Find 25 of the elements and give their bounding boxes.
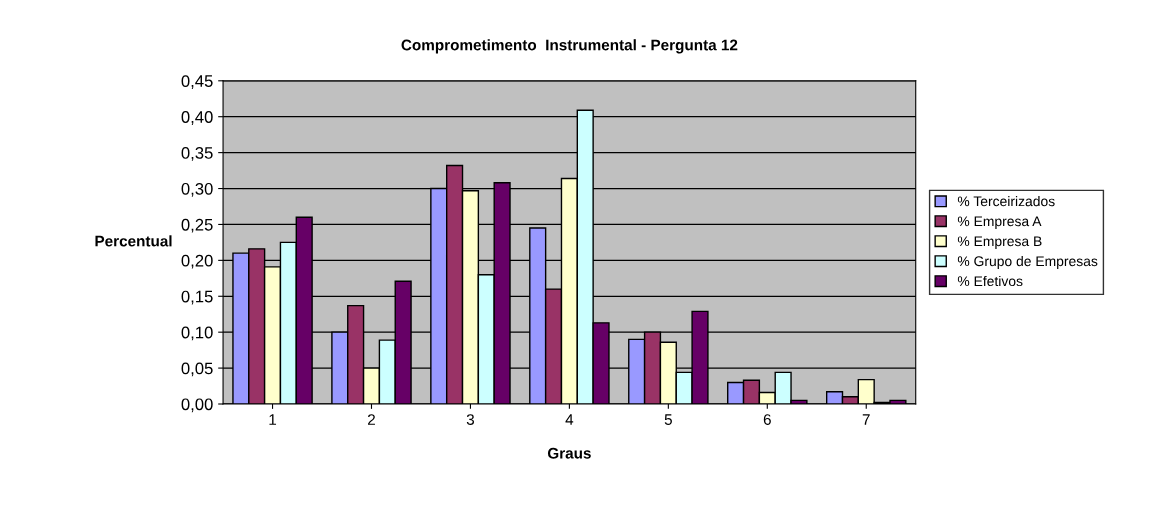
legend-label: % Empresa B	[957, 236, 1042, 249]
legend-label: % Empresa A	[957, 216, 1042, 229]
x-tick-label: 2	[368, 414, 375, 425]
y-tick-label: 0,45	[181, 75, 213, 89]
legend-label: % Grupo de Empresas	[957, 255, 1098, 269]
y-tick-label: 0,05	[181, 362, 213, 377]
y-tick-label: 0,40	[181, 111, 213, 125]
y-tick-label: 0,20	[181, 254, 213, 269]
y-axis-title: Percentual	[95, 235, 172, 247]
chart-title: Comprometimento Instrumental - Pergunta 12	[401, 39, 738, 54]
x-tick-label: 1	[269, 414, 277, 425]
y-tick-label: 0,30	[181, 182, 213, 197]
y-tick-label: 0,35	[181, 147, 213, 161]
x-tick-label: 6	[763, 414, 771, 425]
legend-label: % Efetivos	[957, 275, 1023, 287]
y-tick-label: 0,15	[181, 290, 213, 305]
x-axis-title: Graus	[547, 447, 591, 459]
x-tick-label: 7	[862, 414, 870, 425]
legend-label: % Terceirizados	[957, 196, 1055, 207]
x-tick-label: 4	[565, 414, 574, 425]
x-tick-label: 5	[664, 414, 672, 425]
x-tick-label: 3	[466, 414, 475, 425]
y-tick-label: 0,10	[181, 326, 213, 341]
y-tick-label: 0,25	[181, 218, 213, 233]
y-tick-label: 0,00	[181, 398, 213, 413]
